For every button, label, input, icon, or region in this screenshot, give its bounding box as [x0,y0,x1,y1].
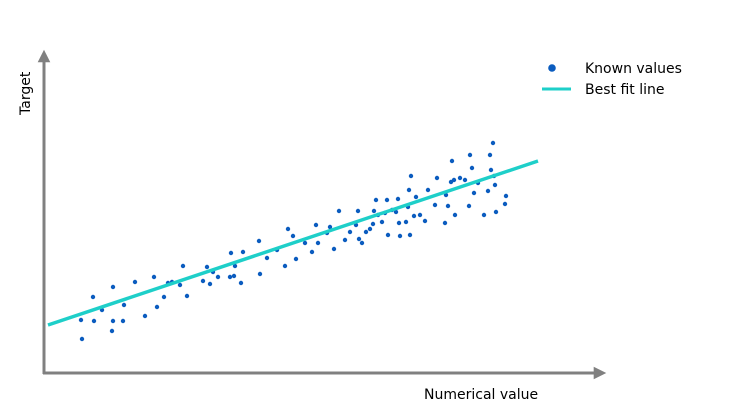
data-point [355,208,361,214]
data-point [142,313,148,319]
data-point [315,240,321,246]
data-point [78,317,84,323]
data-point [485,188,491,194]
data-point [385,232,391,238]
data-point [309,249,315,255]
data-point [240,249,246,255]
data-point [256,238,262,244]
data-point [370,221,376,227]
data-point [327,224,333,230]
best-fit-line [47,159,539,327]
data-point [356,236,362,242]
data-point [487,152,493,158]
data-point [184,293,190,299]
legend-best-fit-label: Best fit line [585,82,664,98]
data-point [264,255,270,261]
data-point [371,208,377,214]
data-point [109,328,115,334]
data-point [359,240,365,246]
data-point [422,218,428,224]
data-point [493,209,499,215]
data-point [393,209,399,215]
data-point [342,237,348,243]
data-point [396,220,402,226]
data-point [488,167,494,173]
data-point [336,208,342,214]
data-point [451,177,457,183]
data-point [373,197,379,203]
data-point [161,294,167,300]
data-point [207,281,213,287]
y-axis-label: Target [18,71,34,116]
data-point [442,220,448,226]
data-point [502,201,508,207]
data-point [490,140,496,146]
data-point [481,212,487,218]
legend-known-values-label: Known values [585,61,682,77]
data-point [452,212,458,218]
data-point [227,274,233,280]
data-point [313,222,319,228]
data-point [151,274,157,280]
data-point [132,279,138,285]
data-point [215,274,221,280]
data-point [238,280,244,286]
data-point [204,264,210,270]
data-point [293,256,299,262]
legend-dot-icon [548,64,556,72]
data-point [403,219,409,225]
data-point [503,193,509,199]
data-point [384,197,390,203]
data-point [257,271,263,277]
legend: Known values Best fit line [542,61,682,98]
data-point [285,226,291,232]
data-point [200,278,206,284]
data-point [469,165,475,171]
data-point [121,302,127,308]
data-point [177,282,183,288]
data-point [110,284,116,290]
data-point [331,246,337,252]
x-axis-label: Numerical value [424,387,538,403]
data-point [232,263,238,269]
data-point [90,294,96,300]
data-point [363,229,369,235]
data-point [466,203,472,209]
data-point [302,240,308,246]
data-point [492,182,498,188]
data-point [411,213,417,219]
data-point [434,175,440,181]
data-point [367,226,373,232]
data-point [395,196,401,202]
data-point [457,175,463,181]
data-point [120,318,126,324]
data-point [462,177,468,183]
data-point [467,152,473,158]
data-point [290,233,296,239]
data-point [347,229,353,235]
data-point [228,250,234,256]
data-point [445,203,451,209]
data-point [79,336,85,342]
data-point [231,273,237,279]
data-point [282,263,288,269]
data-point [180,263,186,269]
data-point [408,173,414,179]
data-point [379,219,385,225]
data-point [110,318,116,324]
data-point [406,187,412,193]
data-point [449,158,455,164]
data-point [413,194,419,200]
data-point [417,212,423,218]
data-point [397,233,403,239]
data-point [471,190,477,196]
data-point [425,187,431,193]
data-point [154,304,160,310]
data-point [91,318,97,324]
data-point [432,202,438,208]
data-point [407,232,413,238]
